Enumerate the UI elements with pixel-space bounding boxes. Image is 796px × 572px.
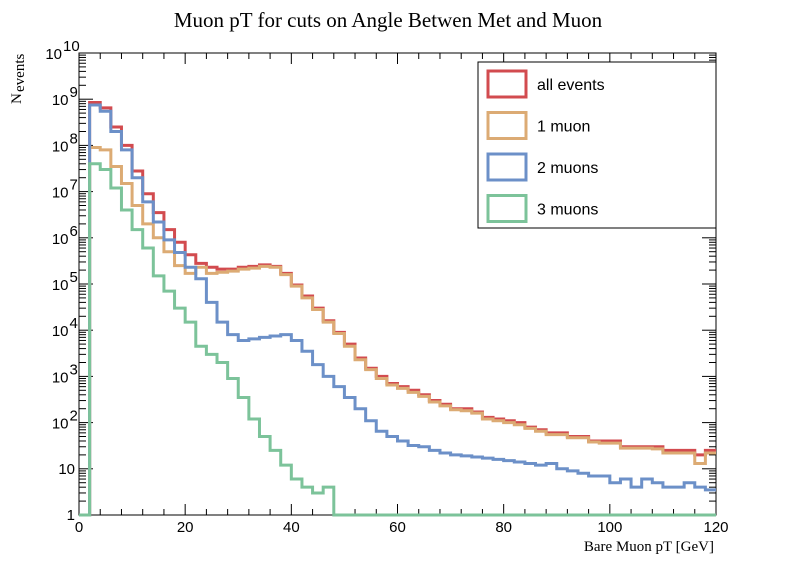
y-tick-label-exponent: 9 (70, 84, 78, 101)
y-tick-label: 10 9 (52, 84, 78, 109)
y-tick-label-base: 10 (58, 461, 75, 478)
y-tick-label: 10 6 (52, 223, 78, 248)
y-tick-label-base: 10 (52, 185, 69, 202)
y-tick-label-base: 1 (67, 507, 75, 524)
y-tick-label: 1 (67, 507, 75, 524)
y-tick-label-exponent: 5 (70, 269, 78, 286)
y-tick-label-exponent: 3 (70, 361, 78, 378)
y-tick-label-base: 10 (52, 277, 69, 294)
series-line-3-muons (79, 162, 716, 517)
series-line-1-muon (79, 146, 716, 517)
x-axis-label: Bare Muon pT [GeV] (584, 539, 714, 555)
x-tick-label: 60 (389, 519, 406, 536)
y-tick-label: 10 8 (52, 130, 78, 155)
chart-title: Muon pT for cuts on Angle Betwen Met and… (174, 8, 603, 32)
legend-label: 2 muons (537, 160, 598, 177)
y-tick-label: 10 2 (52, 408, 78, 433)
legend-swatch (486, 69, 528, 99)
x-tick-label: 100 (597, 519, 622, 536)
y-tick-label-base: 10 (45, 46, 62, 63)
y-tick-label-exponent: 8 (70, 130, 78, 147)
y-axis-label-subscript: events (12, 54, 28, 92)
y-tick-label-exponent: 2 (70, 408, 78, 425)
y-tick-label-base: 10 (52, 138, 69, 155)
y-tick-label: 10 7 (52, 177, 78, 202)
y-tick-label-base: 10 (52, 323, 69, 340)
x-tick-labels: 0 20 40 60 80 100 120 (75, 519, 729, 536)
legend: all events 1 muon 2 muons 3 muons (477, 61, 717, 229)
x-tick-label: 20 (177, 519, 194, 536)
y-tick-label: 10 4 (52, 315, 78, 340)
x-tick-label: 40 (283, 519, 300, 536)
y-tick-label: 10 5 (52, 269, 78, 294)
legend-label: all events (537, 77, 605, 94)
x-tick-label: 120 (703, 519, 728, 536)
y-axis-label-main: N (9, 93, 25, 104)
y-tick-label-exponent: 7 (70, 177, 78, 194)
y-tick-label: 10 10 (45, 38, 79, 63)
y-tick-label-exponent: 6 (70, 223, 78, 240)
legend-swatch (486, 194, 528, 223)
x-tick-label: 80 (495, 519, 512, 536)
histogram-series (79, 100, 716, 517)
y-tick-label-base: 10 (52, 369, 69, 386)
y-tick-label-base: 10 (52, 416, 69, 433)
y-tick-label-exponent: 4 (70, 315, 78, 332)
y-tick-label-base: 10 (52, 92, 69, 109)
legend-label: 1 muon (537, 119, 590, 136)
y-tick-label-exponent: 10 (63, 38, 80, 55)
y-tick-label: 10 3 (52, 361, 78, 386)
y-axis-label: N events (9, 54, 28, 104)
x-tick-label: 0 (75, 519, 83, 536)
series-line-2-muons (79, 103, 716, 517)
legend-label: 3 muons (537, 202, 598, 219)
legend-swatch (486, 111, 528, 140)
legend-swatch (486, 152, 528, 182)
legend-box (477, 61, 717, 229)
y-tick-label: 10 (58, 461, 75, 478)
y-tick-label-base: 10 (52, 231, 69, 248)
